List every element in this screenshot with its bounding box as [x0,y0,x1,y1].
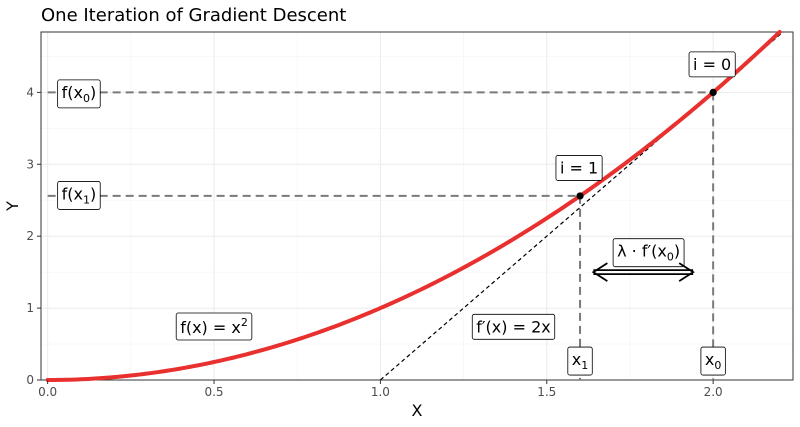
label-x0-text: x0 [705,350,721,372]
y-tick-label: 4 [26,85,34,99]
y-tick-label: 0 [26,373,34,387]
label-x0-box [700,346,726,376]
point-label-1-text: i = 1 [560,158,598,177]
grid [41,32,793,381]
x-axis-title: X [412,401,423,420]
x-tick-label: 1.0 [371,385,390,399]
x-tick-label: 0.5 [204,385,223,399]
label-derivative-equation: f′(x) = 2x [471,313,556,340]
y-tick-label: 1 [26,301,34,315]
label-fx-equation-box [175,312,253,341]
label-f-x1-box [57,181,101,210]
x-tick-label: 2.0 [704,385,723,399]
point-label-0-box [688,51,736,78]
curve-fx-x-squared [45,30,782,382]
y-axis-title: Y [3,201,22,212]
label-derivative-equation-text: f′(x) = 2x [476,317,550,336]
label-f-x0-box [57,79,101,109]
point-label-0: i = 0 [688,51,736,78]
step-arrow-head-left [591,262,608,282]
label-x1-box [567,346,593,376]
step-arrow [591,262,695,282]
point-0 [709,88,717,96]
label-x1: x1 [567,346,593,376]
y-tick-label: 2 [26,229,34,243]
label-x1-text: x1 [572,350,588,372]
curve-layer [45,30,784,382]
label-fx-equation-text: f(x) = x2 [180,316,248,337]
x-axis-ticks: 0.0 0.5 1.0 1.5 2.0 [38,380,723,399]
annotations-layer: i = 0 i = 1 f(x0) f(x1) x0 x1 f(x) = x2 f′(x) =… [57,51,736,376]
label-step-size-box [612,238,685,268]
label-derivative-equation-box [471,313,556,340]
label-step-size: λ · f′(x0) [612,238,685,268]
label-f-x0: f(x0) [57,79,101,109]
label-f-x1-text: f(x1) [62,184,97,206]
point-1 [576,192,584,200]
label-step-size-text: λ · f′(x0) [617,242,680,264]
panel-border [40,31,794,381]
label-f-x0-text: f(x0) [62,83,97,105]
x-tick-label: 0.0 [38,385,57,399]
label-fx-equation: f(x) = x2 [175,312,253,341]
label-x0: x0 [700,346,726,376]
x-tick-label: 1.5 [537,385,556,399]
point-label-1: i = 1 [555,155,603,181]
y-tick-label: 3 [26,157,34,171]
points-layer [576,88,717,200]
chart-title: One Iteration of Gradient Descent [41,5,346,26]
point-label-1-box [555,155,603,181]
y-axis-ticks: 0 1 2 3 4 [26,85,41,387]
label-f-x1: f(x1) [57,181,101,210]
step-arrow-head-right [678,262,695,282]
guide-lines [47,91,715,380]
point-label-0-text: i = 0 [693,55,731,74]
